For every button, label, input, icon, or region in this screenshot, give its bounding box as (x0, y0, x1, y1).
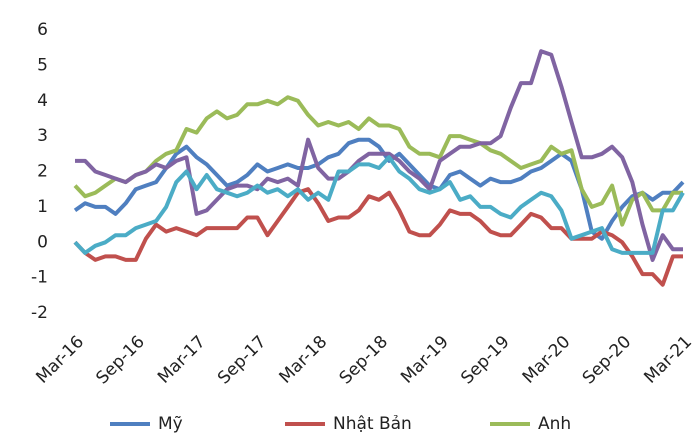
x-tick-label: Mar-16 (32, 332, 88, 388)
y-tick-label: 0 (37, 232, 48, 252)
y-tick-label: -2 (31, 303, 48, 323)
x-tick-label: Mar-17 (154, 332, 210, 388)
x-tick-label: Sep-19 (457, 332, 513, 388)
y-tick-label: 5 (37, 55, 48, 75)
x-tick-label: Sep-18 (336, 332, 392, 388)
series-line (73, 155, 685, 255)
legend-label: Nhật Bản (333, 414, 412, 434)
y-tick-label: 4 (37, 91, 48, 111)
legend-label: Mỹ (158, 414, 183, 434)
y-tick-label: 2 (37, 162, 48, 182)
y-tick-label: 1 (37, 197, 48, 217)
x-tick-label: Mar-18 (276, 332, 332, 388)
series-line (73, 187, 683, 287)
x-tick-label: Mar-20 (519, 332, 575, 388)
x-tick-label: Mar-19 (397, 332, 453, 388)
series-line (73, 95, 683, 227)
y-tick-label: -1 (31, 268, 48, 288)
y-tick-label: 3 (37, 126, 48, 146)
legend-label: Anh (538, 414, 571, 434)
x-tick-label: Sep-16 (92, 332, 148, 388)
x-tick-label: Mar-21 (640, 332, 696, 388)
series-line (75, 49, 683, 262)
x-tick-label: Sep-17 (214, 332, 270, 388)
x-tick-label: Sep-20 (579, 332, 635, 388)
y-tick-label: 6 (37, 20, 48, 40)
